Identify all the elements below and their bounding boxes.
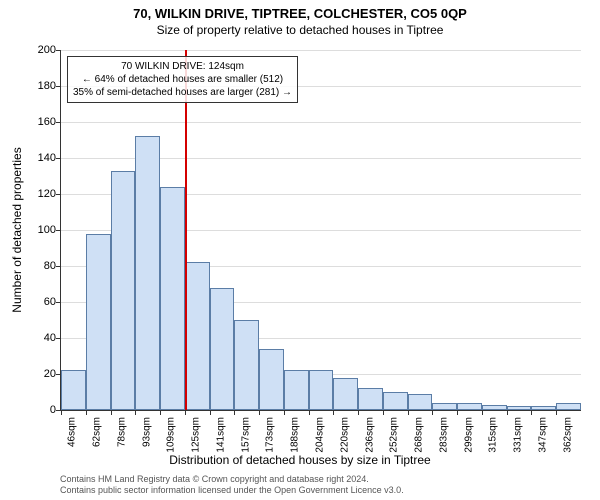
- x-tick-mark: [507, 410, 508, 415]
- y-tick-label: 20: [26, 368, 56, 380]
- x-tick-mark: [408, 410, 409, 415]
- x-tick-mark: [86, 410, 87, 415]
- histogram-bar: [358, 388, 383, 410]
- y-tick-label: 160: [26, 116, 56, 128]
- histogram-bar: [432, 403, 457, 410]
- histogram-bar: [234, 320, 259, 410]
- histogram-bar: [309, 370, 334, 410]
- y-tick-mark: [56, 194, 61, 195]
- y-tick-mark: [56, 302, 61, 303]
- x-tick-label: 220sqm: [339, 417, 350, 453]
- x-tick-mark: [358, 410, 359, 415]
- x-tick-label: 268sqm: [414, 417, 425, 453]
- plot-area: 70 WILKIN DRIVE: 124sqm← 64% of detached…: [60, 50, 581, 411]
- histogram-bar: [210, 288, 235, 410]
- histogram-bar: [135, 136, 160, 410]
- grid-line: [61, 122, 581, 123]
- x-tick-mark: [61, 410, 62, 415]
- x-tick-label: 173sqm: [265, 417, 276, 453]
- y-tick-label: 180: [26, 80, 56, 92]
- footer-line-2: Contains public sector information licen…: [60, 485, 404, 496]
- x-tick-label: 315sqm: [488, 417, 499, 453]
- histogram-bar: [86, 234, 111, 410]
- x-tick-mark: [432, 410, 433, 415]
- histogram-bar: [556, 403, 581, 410]
- x-tick-mark: [333, 410, 334, 415]
- x-tick-label: 252sqm: [389, 417, 400, 453]
- y-axis-label: Number of detached properties: [10, 147, 24, 312]
- grid-line: [61, 50, 581, 51]
- x-tick-label: 109sqm: [166, 417, 177, 453]
- x-tick-label: 283sqm: [438, 417, 449, 453]
- chart-title: 70, WILKIN DRIVE, TIPTREE, COLCHESTER, C…: [0, 0, 600, 21]
- annotation-line: 70 WILKIN DRIVE: 124sqm: [73, 60, 292, 73]
- y-tick-mark: [56, 158, 61, 159]
- y-tick-label: 80: [26, 260, 56, 272]
- y-tick-label: 60: [26, 296, 56, 308]
- y-tick-mark: [56, 50, 61, 51]
- footer-attribution: Contains HM Land Registry data © Crown c…: [60, 474, 404, 496]
- x-tick-mark: [135, 410, 136, 415]
- x-tick-label: 62sqm: [92, 417, 103, 447]
- footer-line-1: Contains HM Land Registry data © Crown c…: [60, 474, 404, 485]
- chart-container: 70, WILKIN DRIVE, TIPTREE, COLCHESTER, C…: [0, 0, 600, 500]
- y-tick-mark: [56, 122, 61, 123]
- x-tick-label: 236sqm: [364, 417, 375, 453]
- histogram-bar: [482, 405, 507, 410]
- histogram-bar: [61, 370, 86, 410]
- y-tick-mark: [56, 230, 61, 231]
- x-tick-mark: [531, 410, 532, 415]
- x-tick-mark: [556, 410, 557, 415]
- x-tick-label: 347sqm: [537, 417, 548, 453]
- histogram-bar: [507, 406, 532, 410]
- y-tick-label: 120: [26, 188, 56, 200]
- y-tick-label: 100: [26, 224, 56, 236]
- x-tick-label: 331sqm: [513, 417, 524, 453]
- x-axis-label: Distribution of detached houses by size …: [0, 453, 600, 467]
- x-tick-label: 362sqm: [562, 417, 573, 453]
- x-tick-mark: [457, 410, 458, 415]
- x-tick-label: 204sqm: [315, 417, 326, 453]
- x-tick-mark: [111, 410, 112, 415]
- histogram-bar: [531, 406, 556, 410]
- x-tick-label: 78sqm: [116, 417, 127, 447]
- histogram-bar: [111, 171, 136, 410]
- x-tick-label: 125sqm: [191, 417, 202, 453]
- x-tick-mark: [234, 410, 235, 415]
- x-tick-label: 141sqm: [215, 417, 226, 453]
- histogram-bar: [259, 349, 284, 410]
- x-tick-mark: [210, 410, 211, 415]
- x-tick-mark: [383, 410, 384, 415]
- histogram-bar: [383, 392, 408, 410]
- y-tick-label: 0: [26, 404, 56, 416]
- x-tick-mark: [482, 410, 483, 415]
- annotation-line: ← 64% of detached houses are smaller (51…: [73, 73, 292, 86]
- annotation-line: 35% of semi-detached houses are larger (…: [73, 86, 292, 99]
- x-tick-label: 46sqm: [67, 417, 78, 447]
- x-tick-label: 299sqm: [463, 417, 474, 453]
- chart-subtitle: Size of property relative to detached ho…: [0, 21, 600, 37]
- x-tick-mark: [185, 410, 186, 415]
- x-tick-mark: [160, 410, 161, 415]
- y-tick-mark: [56, 338, 61, 339]
- x-tick-label: 157sqm: [240, 417, 251, 453]
- marker-line: [185, 50, 187, 410]
- x-tick-label: 188sqm: [290, 417, 301, 453]
- histogram-bar: [408, 394, 433, 410]
- histogram-bar: [284, 370, 309, 410]
- annotation-box: 70 WILKIN DRIVE: 124sqm← 64% of detached…: [67, 56, 298, 103]
- y-tick-mark: [56, 86, 61, 87]
- histogram-bar: [457, 403, 482, 410]
- histogram-bar: [185, 262, 210, 410]
- histogram-bar: [333, 378, 358, 410]
- x-tick-mark: [309, 410, 310, 415]
- y-tick-mark: [56, 266, 61, 267]
- y-tick-label: 140: [26, 152, 56, 164]
- y-tick-label: 200: [26, 44, 56, 56]
- x-tick-mark: [259, 410, 260, 415]
- x-tick-mark: [284, 410, 285, 415]
- histogram-bar: [160, 187, 185, 410]
- y-tick-label: 40: [26, 332, 56, 344]
- x-tick-label: 93sqm: [141, 417, 152, 447]
